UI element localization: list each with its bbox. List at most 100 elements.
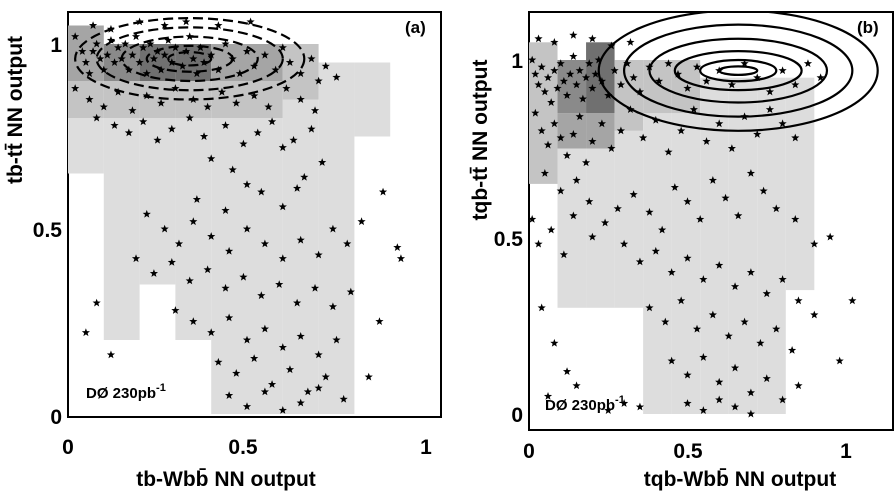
data-point-b-100 — [759, 186, 768, 195]
data-point-a-40 — [242, 47, 252, 55]
data-point-b-133 — [683, 370, 692, 379]
data-point-a-139 — [303, 387, 312, 396]
data-point-b-31 — [664, 59, 673, 68]
hist-bin-a-22 — [354, 62, 391, 137]
data-point-b-142 — [699, 406, 708, 414]
data-point-a-32 — [192, 69, 201, 78]
data-point-a-145 — [278, 406, 287, 414]
data-point-a-140 — [321, 372, 330, 381]
data-point-b-70 — [778, 119, 787, 128]
data-point-b-151 — [835, 356, 844, 365]
data-point-b-86 — [569, 211, 578, 220]
data-point-a-119 — [275, 280, 284, 288]
data-point-a-118 — [257, 291, 266, 300]
data-point-a-103 — [242, 224, 252, 233]
data-point-b-3 — [537, 62, 546, 71]
data-point-a-102 — [225, 246, 234, 255]
hist-bin-a-21 — [318, 62, 355, 414]
data-point-b-120 — [692, 324, 702, 333]
data-point-a-121 — [310, 283, 320, 292]
x-tick-b-2: 1 — [840, 440, 852, 463]
data-point-a-80 — [167, 124, 176, 133]
hist-bin-a-16 — [247, 118, 283, 414]
data-point-b-14 — [572, 80, 581, 89]
hist-bin-a-8 — [139, 81, 176, 118]
data-point-b-116 — [794, 296, 803, 305]
data-point-b-105 — [620, 239, 629, 248]
data-point-b-23 — [604, 91, 613, 99]
data-point-a-138 — [285, 365, 295, 374]
data-point-b-73 — [550, 38, 559, 46]
data-point-a-101 — [207, 232, 216, 240]
data-point-b-46 — [537, 126, 546, 135]
data-point-a-70 — [250, 91, 259, 100]
lumi-label-b: DØ 230pb-1 — [545, 394, 625, 414]
y-tick-b-2: 1 — [511, 50, 523, 73]
data-point-a-25 — [164, 36, 173, 44]
data-point-b-119 — [677, 296, 686, 305]
lumi-label-a: DØ 230pb-1 — [86, 382, 166, 402]
data-point-b-20 — [591, 69, 600, 78]
data-point-a-47 — [307, 54, 316, 63]
data-point-a-75 — [92, 113, 101, 122]
data-point-b-17 — [581, 73, 591, 82]
data-point-b-88 — [600, 218, 610, 227]
data-point-b-144 — [730, 402, 740, 411]
data-point-b-8 — [553, 84, 562, 92]
data-point-b-99 — [746, 168, 755, 177]
hist-bin-b-16 — [785, 77, 815, 291]
data-point-b-131 — [572, 381, 581, 390]
data-point-b-148 — [635, 402, 645, 411]
data-point-a-111 — [131, 254, 141, 263]
data-point-b-37 — [727, 80, 736, 89]
data-point-b-78 — [540, 168, 549, 177]
data-point-b-7 — [550, 66, 559, 75]
data-point-a-143 — [242, 402, 252, 411]
contour-a-0 — [167, 51, 213, 67]
data-point-a-154 — [364, 372, 373, 381]
data-point-a-87 — [289, 135, 298, 144]
data-point-b-126 — [788, 345, 797, 354]
data-point-a-124 — [171, 306, 180, 314]
data-point-a-64 — [156, 98, 166, 107]
data-point-a-35 — [207, 50, 216, 59]
data-point-b-130 — [543, 392, 553, 400]
data-point-b-65 — [715, 119, 724, 128]
data-point-b-93 — [670, 183, 679, 191]
data-point-a-76 — [110, 121, 119, 129]
data-point-a-20 — [146, 39, 155, 48]
contour-a-3 — [95, 26, 284, 92]
data-point-b-136 — [730, 363, 740, 372]
hist-bin-a-10 — [175, 118, 212, 340]
data-point-a-56 — [214, 21, 223, 29]
data-point-b-107 — [651, 246, 660, 255]
data-point-a-18 — [139, 43, 148, 52]
contour-b-2 — [673, 50, 803, 92]
data-point-b-54 — [588, 137, 597, 145]
data-point-b-140 — [794, 381, 803, 390]
data-point-a-13 — [121, 39, 130, 48]
hist-bin-a-1 — [68, 81, 104, 118]
data-point-b-68 — [753, 130, 762, 138]
data-point-a-144 — [260, 387, 269, 396]
data-point-b-113 — [746, 268, 755, 276]
data-point-a-141 — [339, 394, 348, 403]
data-point-a-5 — [92, 39, 101, 48]
data-point-b-95 — [696, 215, 705, 223]
data-point-b-98 — [734, 211, 743, 220]
data-point-a-122 — [328, 302, 338, 311]
data-point-a-19 — [142, 69, 151, 78]
data-point-a-125 — [189, 317, 198, 325]
data-point-b-50 — [562, 151, 572, 160]
data-point-b-118 — [661, 317, 670, 326]
panel-a: (a) DØ 230pb-1 0 0.5 1 0 0.5 1 tb-Wbb̄ N… — [4, 11, 442, 491]
y-tick-a-1: 0.5 — [33, 219, 63, 242]
data-point-a-11 — [114, 43, 123, 52]
data-point-b-89 — [613, 204, 622, 213]
data-point-a-108 — [328, 224, 338, 233]
data-point-b-39 — [753, 73, 762, 82]
data-point-b-132 — [667, 356, 676, 365]
data-point-b-80 — [572, 176, 581, 184]
data-point-b-10 — [559, 76, 568, 85]
data-point-b-102 — [791, 215, 800, 223]
